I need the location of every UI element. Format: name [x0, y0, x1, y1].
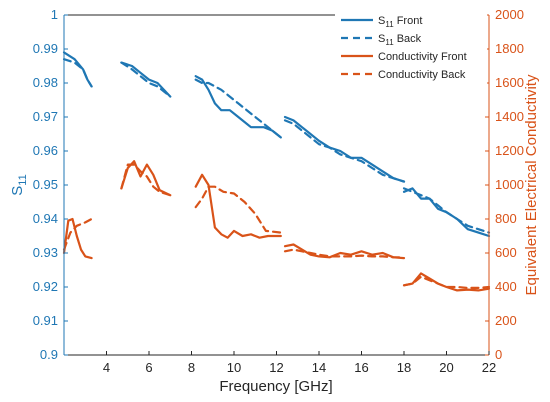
- y-left-tick-label: 0.97: [33, 109, 58, 124]
- legend-label: S11 Back: [378, 33, 422, 47]
- y-right-tick-label: 600: [495, 245, 517, 260]
- x-tick-label: 16: [354, 360, 368, 375]
- x-axis-label: Frequency [GHz]: [219, 378, 332, 395]
- x-tick-label: 10: [227, 360, 241, 375]
- y-right-tick-label: 400: [495, 279, 517, 294]
- series-line-conductivity-back: [283, 248, 406, 259]
- y-left-tick-label: 0.98: [33, 75, 58, 90]
- x-tick-label: 20: [439, 360, 453, 375]
- series-line-conductivity-front: [283, 243, 406, 260]
- legend: S11 Front S11 Back Conductivity Front Condu…: [335, 8, 487, 84]
- legend-label: S11 Front: [378, 15, 422, 29]
- x-tick-label: 22: [482, 360, 496, 375]
- y-left-tick-label: 0.96: [33, 143, 58, 158]
- series-line-conductivity-front: [120, 160, 172, 197]
- x-tick-label: 6: [145, 360, 152, 375]
- y-left-tick-label: 1: [51, 7, 58, 22]
- y-right-tick-label: 0: [495, 347, 502, 362]
- series-line-conductivity-front: [194, 173, 282, 239]
- series-line-conductivity-back: [120, 163, 172, 197]
- y-right-tick-label: 1400: [495, 109, 524, 124]
- x-tick-label: 18: [397, 360, 411, 375]
- x-tick-label: 12: [269, 360, 283, 375]
- y-right-tick-label: 2000: [495, 7, 524, 22]
- series-line-s11-back: [283, 119, 406, 183]
- y-left-tick-label: 0.91: [33, 313, 58, 328]
- y-left-axis-label-main: S: [9, 186, 26, 196]
- series-line-s11-front: [194, 75, 282, 139]
- y-left-axis-label: S11: [9, 174, 29, 195]
- legend-label: Conductivity Front: [378, 51, 467, 63]
- legend-label: Conductivity Back: [378, 69, 466, 81]
- y-left-tick-label: 0.93: [33, 245, 58, 260]
- x-tick-label: 8: [188, 360, 195, 375]
- y-left-tick-label: 0.92: [33, 279, 58, 294]
- series-line-conductivity-back: [62, 217, 93, 251]
- y-left-axis-label-sub: 11: [17, 174, 29, 185]
- series-line-s11-back: [402, 187, 491, 234]
- series-line-s11-back: [120, 61, 172, 98]
- series-line-conductivity-back: [194, 185, 282, 234]
- y-right-tick-label: 800: [495, 211, 517, 226]
- y-left-tick-label: 0.99: [33, 41, 58, 56]
- series-line-conductivity-back: [402, 275, 491, 289]
- y-right-tick-label: 200: [495, 313, 517, 328]
- y-left-tick-label: 0.94: [33, 211, 58, 226]
- series-line-s11-front: [62, 51, 93, 88]
- y-right-tick-label: 1000: [495, 177, 524, 192]
- y-right-tick-label: 1600: [495, 75, 524, 90]
- series-line-conductivity-front: [62, 217, 93, 260]
- series-line-s11-front: [283, 115, 406, 183]
- y-right-tick-label: 1200: [495, 143, 524, 158]
- y-right-axis-label: Equivalent Electrical Conductivity: [523, 74, 540, 295]
- y-right-tick-label: 1800: [495, 41, 524, 56]
- series-line-s11-front: [120, 61, 172, 98]
- y-left-tick-label: 0.95: [33, 177, 58, 192]
- ticks: 0.9 0.91 0.92 0.93 0.94 0.95 0.96 0.97 0.98 0.99 1…: [33, 7, 524, 375]
- series-line-s11-back: [194, 78, 282, 139]
- series-line-s11-back: [62, 58, 93, 88]
- plot-area: [62, 51, 491, 292]
- x-tick-label: 4: [103, 360, 110, 375]
- y-left-tick-label: 0.9: [40, 347, 58, 362]
- x-tick-label: 14: [312, 360, 326, 375]
